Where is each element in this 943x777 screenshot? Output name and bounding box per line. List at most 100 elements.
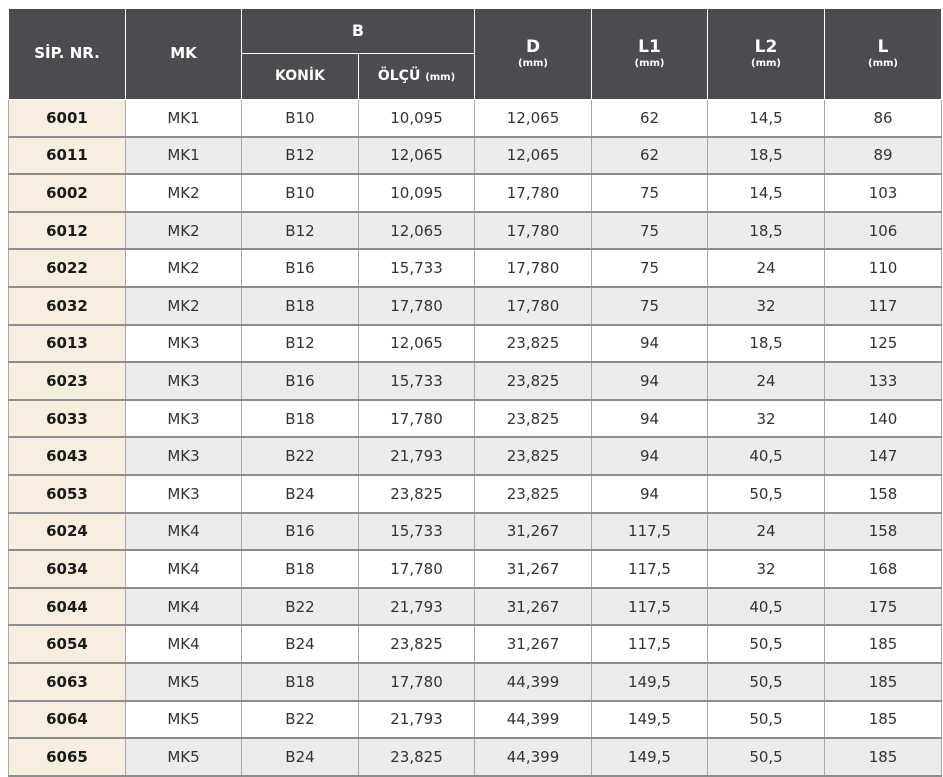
header-olcu-unit: (mm)	[425, 72, 456, 84]
l2-cell: 50,5	[707, 474, 826, 514]
konik-cell: B24	[241, 474, 359, 514]
l1-cell: 149,5	[591, 738, 709, 777]
konik-cell: B18	[241, 399, 359, 439]
olcu-cell: 17,780	[358, 662, 476, 702]
l1-cell: 94	[591, 399, 709, 439]
l2-cell: 50,5	[707, 700, 826, 740]
sip-cell: 6002	[8, 174, 126, 213]
table-row: 6065 MK5 B24 23,825 44,399 149,5 50,5 185	[8, 738, 943, 777]
l1-cell: 94	[591, 324, 709, 364]
konik-cell: B10	[241, 99, 359, 138]
l2-cell: 14,5	[707, 99, 826, 138]
olcu-cell: 15,733	[358, 362, 476, 401]
header-l1-label: L1	[638, 36, 661, 57]
l-cell: 168	[824, 550, 943, 589]
l2-cell: 32	[707, 399, 826, 439]
konik-cell: B12	[241, 211, 359, 251]
olcu-cell: 12,065	[358, 211, 476, 251]
table-row: 6054 MK4 B24 23,825 31,267 117,5 50,5 185	[8, 625, 943, 664]
l-cell: 175	[824, 587, 943, 627]
d-cell: 31,267	[474, 587, 593, 627]
mk-cell: MK4	[125, 550, 242, 589]
l-cell: 140	[824, 399, 943, 439]
konik-cell: B22	[241, 437, 359, 476]
l1-cell: 94	[591, 474, 709, 514]
sip-cell: 6043	[8, 437, 126, 476]
l2-cell: 18,5	[707, 211, 826, 251]
olcu-cell: 21,793	[358, 437, 476, 476]
d-cell: 23,825	[474, 324, 593, 364]
mk-cell: MK2	[125, 286, 242, 326]
d-cell: 23,825	[474, 362, 593, 401]
konik-cell: B10	[241, 174, 359, 213]
sip-cell: 6024	[8, 512, 126, 552]
l2-cell: 32	[707, 550, 826, 589]
header-d-label: D	[525, 36, 541, 57]
sip-cell: 6033	[8, 399, 126, 439]
l2-cell: 18,5	[707, 324, 826, 364]
olcu-cell: 23,825	[358, 738, 476, 777]
mk-cell: MK1	[125, 136, 242, 176]
table-row: 6064 MK5 B22 21,793 44,399 149,5 50,5 185	[8, 700, 943, 740]
l2-cell: 40,5	[707, 587, 826, 627]
sip-cell: 6012	[8, 211, 126, 251]
olcu-cell: 21,793	[358, 700, 476, 740]
table-row: 6034 MK4 B18 17,780 31,267 117,5 32 168	[8, 550, 943, 589]
mk-cell: MK3	[125, 474, 242, 514]
konik-cell: B18	[241, 662, 359, 702]
table-row: 6011 MK1 B12 12,065 12,065 62 18,5 89	[8, 136, 943, 176]
sip-cell: 6023	[8, 362, 126, 401]
olcu-cell: 12,065	[358, 136, 476, 176]
konik-cell: B16	[241, 249, 359, 288]
l-cell: 185	[824, 738, 943, 777]
sip-cell: 6011	[8, 136, 126, 176]
l2-cell: 50,5	[707, 662, 826, 702]
header-konik: KONİK	[241, 53, 359, 100]
mk-cell: MK3	[125, 437, 242, 476]
olcu-cell: 10,095	[358, 99, 476, 138]
konik-cell: B24	[241, 738, 359, 777]
sip-cell: 6044	[8, 587, 126, 627]
table-row: 6032 MK2 B18 17,780 17,780 75 32 117	[8, 286, 943, 326]
table-row: 6033 MK3 B18 17,780 23,825 94 32 140	[8, 399, 943, 439]
header-l2-unit: (mm)	[751, 57, 781, 69]
header-konik-label: KONİK	[275, 68, 325, 85]
table-body: 6001 MK1 B10 10,095 12,065 62 14,5 86 6011 MK1 B12…	[8, 99, 943, 777]
header-l: L (mm)	[824, 8, 943, 100]
olcu-cell: 23,825	[358, 625, 476, 664]
d-cell: 17,780	[474, 211, 593, 251]
olcu-cell: 10,095	[358, 174, 476, 213]
konik-cell: B22	[241, 587, 359, 627]
d-cell: 12,065	[474, 136, 593, 176]
header-sip-label: SİP. NR.	[34, 44, 100, 63]
header-mk-label: MK	[170, 44, 197, 63]
l-cell: 106	[824, 211, 943, 251]
olcu-cell: 23,825	[358, 474, 476, 514]
d-cell: 17,780	[474, 174, 593, 213]
sip-cell: 6063	[8, 662, 126, 702]
table-row: 6023 MK3 B16 15,733 23,825 94 24 133	[8, 362, 943, 401]
sip-cell: 6053	[8, 474, 126, 514]
sip-cell: 6034	[8, 550, 126, 589]
l1-cell: 117,5	[591, 625, 709, 664]
table-row: 6044 MK4 B22 21,793 31,267 117,5 40,5 175	[8, 587, 943, 627]
konik-cell: B18	[241, 550, 359, 589]
l-cell: 86	[824, 99, 943, 138]
d-cell: 23,825	[474, 474, 593, 514]
l1-cell: 75	[591, 286, 709, 326]
l2-cell: 40,5	[707, 437, 826, 476]
l-cell: 117	[824, 286, 943, 326]
d-cell: 44,399	[474, 738, 593, 777]
l1-cell: 149,5	[591, 700, 709, 740]
table-row: 6063 MK5 B18 17,780 44,399 149,5 50,5 185	[8, 662, 943, 702]
mk-cell: MK2	[125, 249, 242, 288]
sip-cell: 6013	[8, 324, 126, 364]
l-cell: 158	[824, 474, 943, 514]
mk-cell: MK3	[125, 399, 242, 439]
d-cell: 23,825	[474, 399, 593, 439]
l-cell: 158	[824, 512, 943, 552]
header-olcu-label: ÖLÇÜ	[377, 68, 421, 85]
header-d: D (mm)	[474, 8, 593, 100]
l-cell: 110	[824, 249, 943, 288]
l-cell: 185	[824, 625, 943, 664]
